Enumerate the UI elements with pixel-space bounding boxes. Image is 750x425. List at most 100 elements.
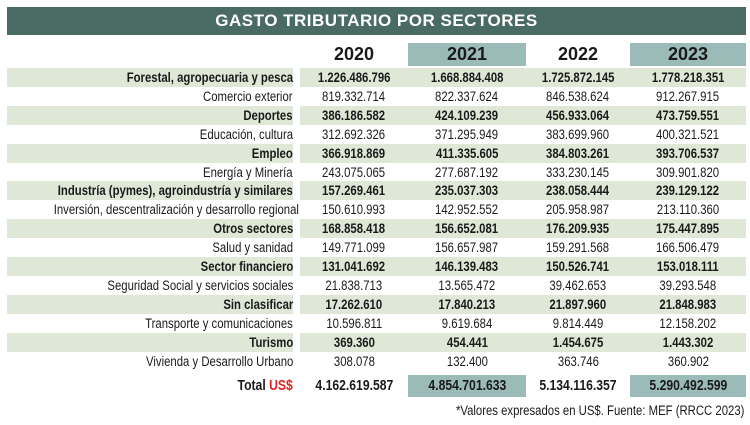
- sector-label: Educación, cultura: [7, 125, 293, 144]
- table-row: Energía y Minería 243.075.065 277.687.192 3…: [7, 163, 746, 182]
- value-2020: 131.041.692: [300, 257, 408, 276]
- value-2022: 159.291.568: [526, 238, 630, 257]
- sector-label: Deportes: [7, 105, 293, 125]
- value-2021: 156.657.987: [408, 238, 526, 257]
- total-2020: 4.162.619.587: [300, 375, 408, 397]
- cell-value: 1.668.884.408: [430, 70, 504, 85]
- cell-value: 21.897.960: [549, 296, 607, 312]
- cell-value: 1.725.872.145: [541, 70, 615, 85]
- footnote-text: *Valores expresados en US$. Fuente: MEF …: [455, 403, 744, 418]
- value-2020: 386.186.582: [300, 106, 408, 125]
- cell-value: 400.321.521: [656, 126, 720, 142]
- value-2023: 1.443.302: [630, 333, 746, 352]
- table-row: Seguridad Social y servicios sociales 21.…: [7, 276, 746, 295]
- cell-value: 309.901.820: [656, 164, 720, 180]
- cell-value: 312.692.326: [322, 126, 386, 142]
- value-2023: 153.018.111: [630, 257, 746, 276]
- value-2022: 1.725.872.145: [526, 68, 630, 87]
- sector-label: Inversión, descentralización y desarroll…: [7, 200, 299, 219]
- value-2022: 846.538.624: [526, 87, 630, 106]
- cell-value: 10.596.811: [326, 315, 382, 331]
- value-2022: 176.209.935: [526, 219, 630, 238]
- table-row: Salud y sanidad 149.771.099 156.657.987 159…: [7, 238, 746, 257]
- cell-value: 131.041.692: [322, 259, 386, 274]
- value-2022: 363.746: [526, 352, 630, 371]
- cell-value: 166.506.479: [656, 240, 720, 256]
- sector-label-text: Turismo: [249, 334, 293, 350]
- cell-value: 383.699.960: [546, 126, 610, 142]
- value-2021: 235.037.303: [408, 181, 526, 200]
- cell-value: 132.400: [446, 353, 488, 369]
- sector-label-text: Inversión, descentralización y desarroll…: [53, 202, 299, 218]
- table-row: Comercio exterior 819.332.714 822.337.624 8…: [7, 87, 746, 106]
- value-2020: 149.771.099: [300, 238, 408, 257]
- cell-value: 243.075.065: [322, 164, 386, 180]
- row-band: [300, 143, 746, 163]
- sector-label: Salud y sanidad: [7, 238, 293, 257]
- cell-value: 277.687.192: [435, 164, 499, 180]
- cell-value: 146.139.483: [435, 259, 499, 274]
- value-2020: 366.918.869: [300, 144, 408, 163]
- cell-value: 17.840.213: [438, 296, 496, 312]
- value-2020: 10.596.811: [300, 314, 408, 333]
- value-2021: 142.952.552: [408, 200, 526, 219]
- value-2023: 912.267.915: [630, 87, 746, 106]
- sector-label: Sin clasificar: [7, 294, 293, 314]
- total-2021: 4.854.701.633: [408, 375, 526, 397]
- value-2022: 383.699.960: [526, 125, 630, 144]
- year-header-2022: 2022: [557, 44, 599, 64]
- value-2020: 150.610.993: [300, 200, 408, 219]
- sector-label-text: Salud y sanidad: [212, 240, 293, 256]
- sector-label-text: Comercio exterior: [203, 88, 293, 104]
- cell-value: 150.526.741: [546, 259, 610, 274]
- value-2020: 369.360: [300, 333, 408, 352]
- cell-value: 21.838.713: [325, 277, 383, 293]
- table-row: Empleo 366.918.869 411.335.605 384.803.261 3…: [7, 143, 746, 163]
- value-2022: 384.803.261: [526, 144, 630, 163]
- value-2021: 454.441: [408, 333, 526, 352]
- cell-value: 386.186.582: [322, 107, 386, 123]
- cell-value: 9.814.449: [552, 315, 604, 331]
- value-2022: 39.462.653: [526, 276, 630, 295]
- sector-label-text: Educación, cultura: [199, 126, 293, 142]
- sector-label-text: Transporte y comunicaciones: [145, 315, 293, 331]
- value-2020: 1.226.486.796: [300, 68, 408, 87]
- value-2023: 393.706.537: [630, 144, 746, 163]
- total-value: 5.134.116.357: [539, 378, 617, 394]
- year-header-2023: 2023: [630, 43, 746, 66]
- cell-value: 21.848.983: [659, 296, 717, 312]
- cell-value: 39.462.653: [549, 277, 607, 293]
- cell-value: 473.759.551: [656, 107, 720, 123]
- value-2022: 333.230.145: [526, 163, 630, 182]
- table-title: GASTO TRIBUTARIO POR SECTORES: [7, 7, 746, 35]
- total-value: 4.162.619.587: [315, 378, 393, 394]
- value-2022: 9.814.449: [526, 314, 630, 333]
- table-row: Sin clasificar 17.262.610 17.840.213 21.897…: [7, 294, 746, 314]
- sector-label-text: Empleo: [252, 145, 293, 161]
- sector-label: Industría (pymes), agroindustría y simil…: [7, 181, 293, 201]
- table-row: Otros sectores 168.858.418 156.652.081 176.…: [7, 219, 746, 239]
- row-band: [300, 105, 746, 125]
- cell-value: 1.443.302: [662, 334, 714, 350]
- cell-value: 369.360: [333, 334, 375, 350]
- cell-value: 205.958.987: [546, 202, 610, 218]
- cell-value: 424.109.239: [435, 107, 499, 123]
- sector-label: Forestal, agropecuaria y pesca: [7, 68, 293, 87]
- sector-label-text: Forestal, agropecuaria y pesca: [126, 70, 293, 85]
- sector-label-text: Deportes: [243, 107, 293, 123]
- value-2021: 371.295.949: [408, 125, 526, 144]
- cell-value: 156.657.987: [435, 240, 499, 256]
- table-row: Inversión, descentralización y desarroll…: [7, 200, 746, 219]
- year-header-2020: 2020: [333, 44, 375, 64]
- value-2023: 21.848.983: [630, 295, 746, 314]
- cell-value: 238.058.444: [546, 183, 610, 199]
- cell-value: 176.209.935: [546, 221, 610, 237]
- value-2020: 21.838.713: [300, 276, 408, 295]
- value-2023: 400.321.521: [630, 125, 746, 144]
- value-2020: 243.075.065: [300, 163, 408, 182]
- cell-value: 9.619.684: [441, 315, 493, 331]
- sector-label: Comercio exterior: [7, 87, 293, 106]
- sector-label: Energía y Minería: [7, 163, 293, 182]
- value-2022: 1.454.675: [526, 333, 630, 352]
- row-band: [300, 332, 746, 352]
